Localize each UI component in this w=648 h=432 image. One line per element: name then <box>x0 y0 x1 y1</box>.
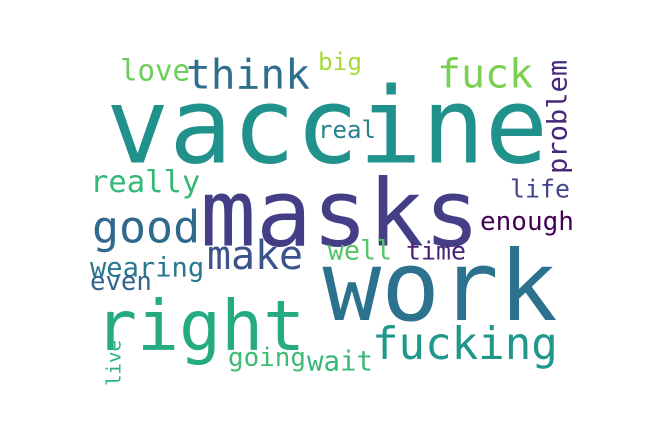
word-really: really <box>90 164 201 200</box>
word-life: life <box>510 174 570 204</box>
word-problem: problem <box>542 59 574 174</box>
word-vaccine: vaccine <box>106 65 549 188</box>
word-wearing: wearing <box>90 252 205 284</box>
word-even: even <box>90 267 152 298</box>
word-real: real <box>318 116 377 144</box>
word-right: right <box>95 286 306 368</box>
word-make: make <box>207 233 304 280</box>
word-live: live <box>102 340 126 386</box>
word-fuck: fuck <box>437 51 534 98</box>
word-enough: enough <box>480 207 574 237</box>
word-going: going <box>228 343 306 373</box>
word-masks: masks <box>200 159 480 268</box>
word-fucking: fucking <box>372 318 558 370</box>
word-good: good <box>92 200 201 254</box>
word-work: work <box>322 230 558 345</box>
word-well: well <box>327 235 393 267</box>
word-big: big <box>318 46 363 76</box>
word-wait: wait <box>307 346 373 378</box>
word-time: time <box>406 236 466 266</box>
word-think: think <box>186 50 310 99</box>
word-love: love <box>120 53 191 88</box>
